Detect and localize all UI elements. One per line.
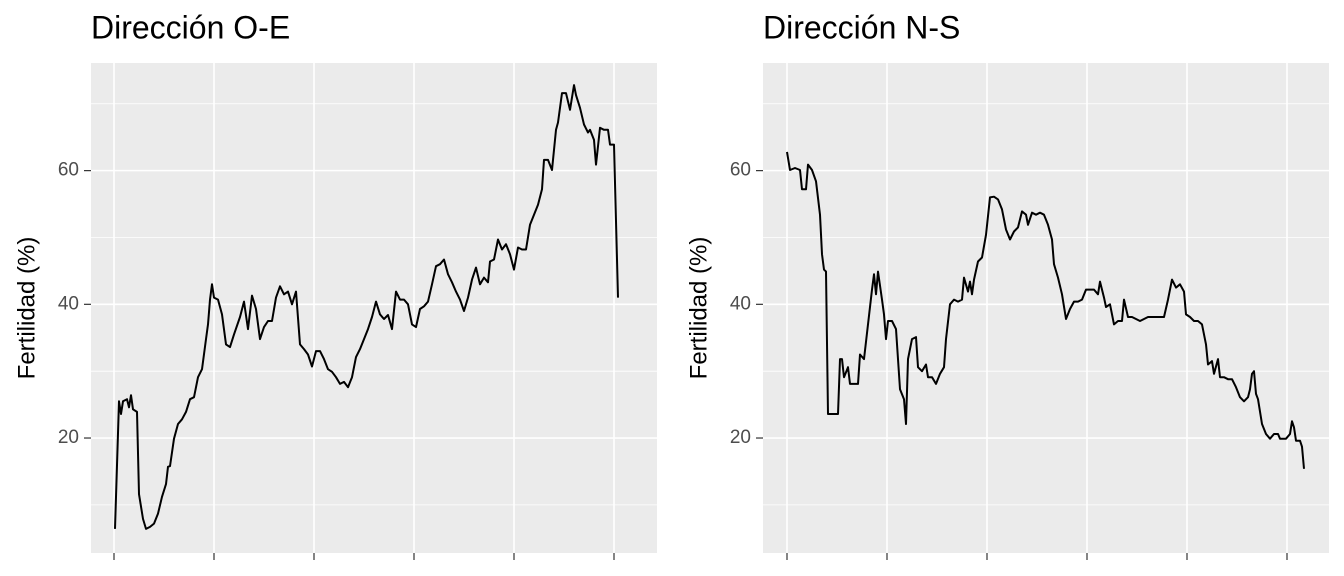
data-line — [786, 151, 1305, 469]
y-tick-label: 60 — [58, 160, 79, 181]
data-line — [114, 84, 619, 530]
y-tick-label: 40 — [58, 293, 79, 314]
panel-title: Dirección N-S — [763, 9, 960, 45]
y-tick-label: 40 — [730, 293, 751, 314]
y-tick-label: 20 — [58, 427, 79, 448]
y-axis-label: Fertilidad (%) — [13, 237, 40, 380]
y-axis-label: Fertilidad (%) — [685, 237, 712, 380]
panel-background — [763, 63, 1329, 553]
panel-title: Dirección O-E — [91, 9, 290, 45]
y-tick-label: 60 — [730, 160, 751, 181]
y-tick-label: 20 — [730, 427, 751, 448]
